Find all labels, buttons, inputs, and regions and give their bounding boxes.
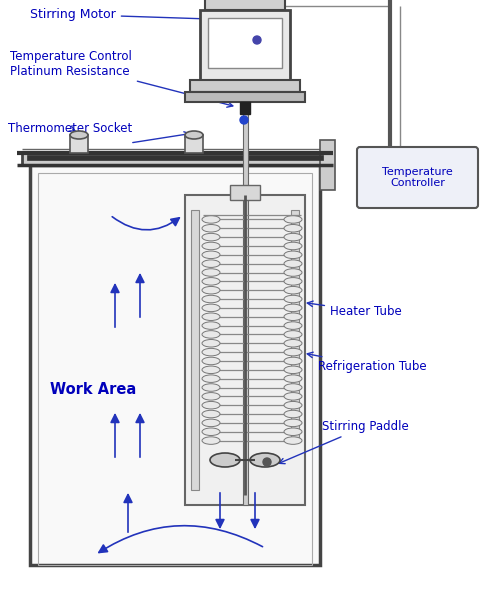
Text: Thermometer Socket: Thermometer Socket: [8, 122, 132, 135]
Bar: [205, 0, 285, 10]
Bar: [38, 173, 312, 565]
Ellipse shape: [284, 242, 302, 250]
Ellipse shape: [284, 348, 302, 356]
Bar: [185, 92, 305, 102]
Bar: [22, 153, 328, 165]
Ellipse shape: [202, 287, 220, 294]
Ellipse shape: [202, 392, 220, 400]
Bar: [70, 135, 88, 153]
Ellipse shape: [284, 384, 302, 391]
Ellipse shape: [202, 366, 220, 374]
Ellipse shape: [202, 375, 220, 382]
Ellipse shape: [284, 216, 302, 223]
Bar: [30, 165, 320, 565]
Ellipse shape: [284, 225, 302, 232]
FancyBboxPatch shape: [357, 147, 478, 208]
Bar: [320, 140, 335, 190]
Ellipse shape: [185, 131, 203, 139]
Bar: [230, 185, 260, 200]
Ellipse shape: [284, 313, 302, 320]
Text: Refrigeration Tube: Refrigeration Tube: [307, 352, 427, 373]
Circle shape: [253, 36, 261, 44]
Bar: [190, 80, 300, 92]
Ellipse shape: [202, 401, 220, 409]
Circle shape: [240, 116, 248, 124]
Ellipse shape: [202, 260, 220, 267]
Ellipse shape: [284, 251, 302, 259]
Bar: [185, 135, 203, 153]
Ellipse shape: [284, 357, 302, 365]
Ellipse shape: [202, 419, 220, 427]
Ellipse shape: [284, 392, 302, 400]
Ellipse shape: [202, 428, 220, 436]
Ellipse shape: [202, 322, 220, 329]
Ellipse shape: [284, 296, 302, 303]
Text: Temperature
Controller: Temperature Controller: [382, 167, 453, 189]
Ellipse shape: [202, 233, 220, 241]
Ellipse shape: [202, 216, 220, 223]
Ellipse shape: [202, 278, 220, 285]
Bar: [27, 155, 323, 160]
Ellipse shape: [284, 260, 302, 267]
Ellipse shape: [202, 348, 220, 356]
Circle shape: [263, 458, 271, 466]
Bar: [243, 114, 248, 505]
Bar: [240, 102, 250, 114]
Ellipse shape: [284, 233, 302, 241]
Ellipse shape: [284, 428, 302, 436]
Ellipse shape: [202, 410, 220, 418]
Ellipse shape: [284, 419, 302, 427]
Ellipse shape: [202, 313, 220, 320]
Text: Work Area: Work Area: [50, 382, 136, 398]
Bar: [185, 195, 305, 505]
Ellipse shape: [284, 366, 302, 374]
Ellipse shape: [202, 304, 220, 311]
Ellipse shape: [284, 278, 302, 285]
Ellipse shape: [202, 269, 220, 276]
Ellipse shape: [202, 242, 220, 250]
Ellipse shape: [284, 304, 302, 311]
Text: Heater Tube: Heater Tube: [307, 301, 402, 318]
Ellipse shape: [284, 322, 302, 329]
Ellipse shape: [202, 339, 220, 347]
Bar: [208, 18, 282, 68]
Ellipse shape: [202, 384, 220, 391]
Bar: [291, 210, 299, 440]
Ellipse shape: [202, 225, 220, 232]
Text: Temperature Control
Platinum Resistance: Temperature Control Platinum Resistance: [10, 50, 233, 107]
Ellipse shape: [284, 410, 302, 418]
Ellipse shape: [284, 339, 302, 347]
Ellipse shape: [202, 357, 220, 365]
Bar: [191, 210, 199, 490]
Ellipse shape: [284, 375, 302, 382]
Bar: [200, 10, 290, 80]
Ellipse shape: [202, 251, 220, 259]
Ellipse shape: [202, 296, 220, 303]
Ellipse shape: [202, 330, 220, 338]
Ellipse shape: [284, 330, 302, 338]
Ellipse shape: [284, 401, 302, 409]
Text: Stirring Motor: Stirring Motor: [30, 8, 236, 22]
Ellipse shape: [284, 269, 302, 276]
Ellipse shape: [284, 287, 302, 294]
Ellipse shape: [70, 131, 88, 139]
Ellipse shape: [250, 453, 280, 467]
Ellipse shape: [284, 437, 302, 444]
Ellipse shape: [202, 437, 220, 444]
Text: Stirring Paddle: Stirring Paddle: [279, 420, 409, 464]
Ellipse shape: [210, 453, 240, 467]
